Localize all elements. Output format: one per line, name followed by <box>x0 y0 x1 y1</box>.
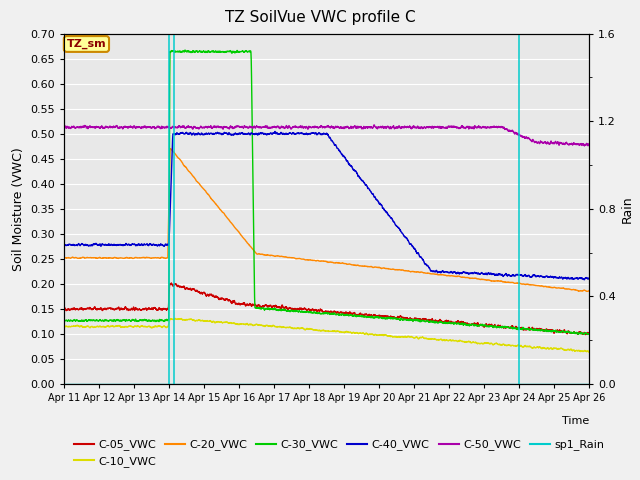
Text: TZ SoilVue VWC profile C: TZ SoilVue VWC profile C <box>225 10 415 24</box>
Text: Time: Time <box>561 416 589 426</box>
Y-axis label: Soil Moisture (VWC): Soil Moisture (VWC) <box>12 147 25 271</box>
Text: TZ_sm: TZ_sm <box>67 39 106 49</box>
Legend: C-05_VWC, C-10_VWC, C-20_VWC, C-30_VWC, C-40_VWC, C-50_VWC, sp1_Rain: C-05_VWC, C-10_VWC, C-20_VWC, C-30_VWC, … <box>70 435 609 471</box>
Y-axis label: Rain: Rain <box>621 195 634 223</box>
